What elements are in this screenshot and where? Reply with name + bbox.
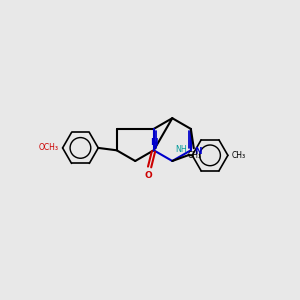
Text: N: N (194, 147, 202, 156)
Text: OCH₃: OCH₃ (39, 143, 59, 152)
Text: O: O (144, 170, 152, 179)
Text: CH₃: CH₃ (232, 151, 246, 160)
Text: NH: NH (175, 145, 187, 154)
Text: CH₃: CH₃ (187, 151, 202, 160)
Text: N: N (150, 138, 158, 147)
